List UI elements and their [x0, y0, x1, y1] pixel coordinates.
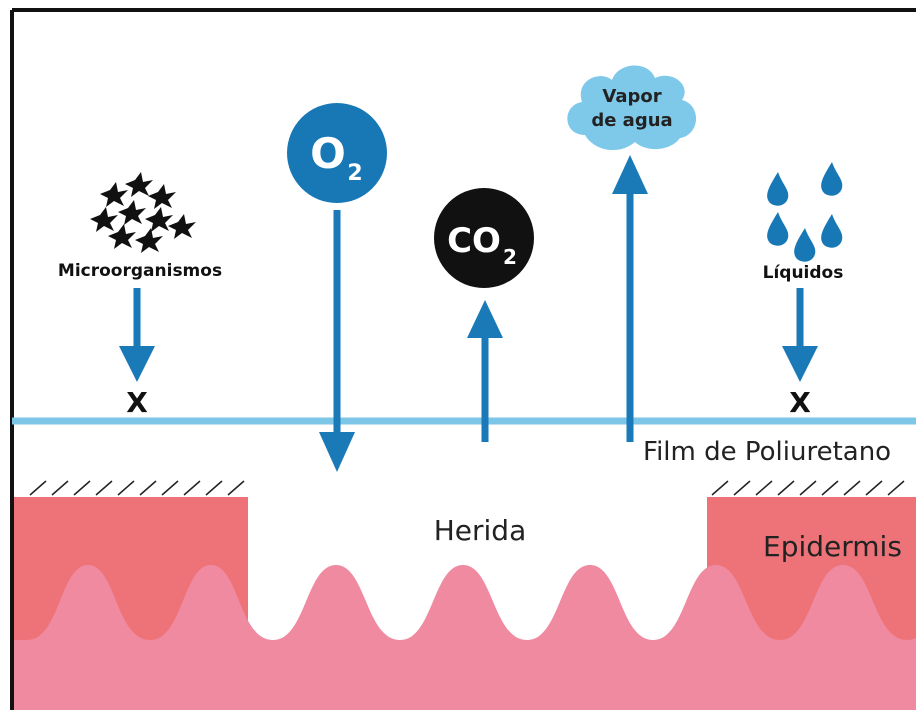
o2-subscript: 2 — [347, 161, 362, 186]
wound-label: Herida — [434, 514, 527, 547]
vapor-label: de agua — [591, 110, 672, 131]
o2-label: O — [310, 129, 346, 178]
co2-label: CO — [447, 221, 501, 261]
microorganisms-label: Microorganismos — [58, 261, 222, 281]
epidermis-label: Epidermis — [763, 530, 902, 563]
blocked-mark: X — [126, 386, 148, 419]
co2-subscript: 2 — [503, 245, 517, 269]
liquids-label: Líquidos — [763, 263, 844, 283]
blocked-mark: X — [789, 386, 811, 419]
diagram: Herida Epidermis Film de Poliuretano Mic… — [0, 0, 916, 710]
vapor-label: Vapor — [602, 86, 661, 107]
film-label: Film de Poliuretano — [643, 437, 891, 467]
